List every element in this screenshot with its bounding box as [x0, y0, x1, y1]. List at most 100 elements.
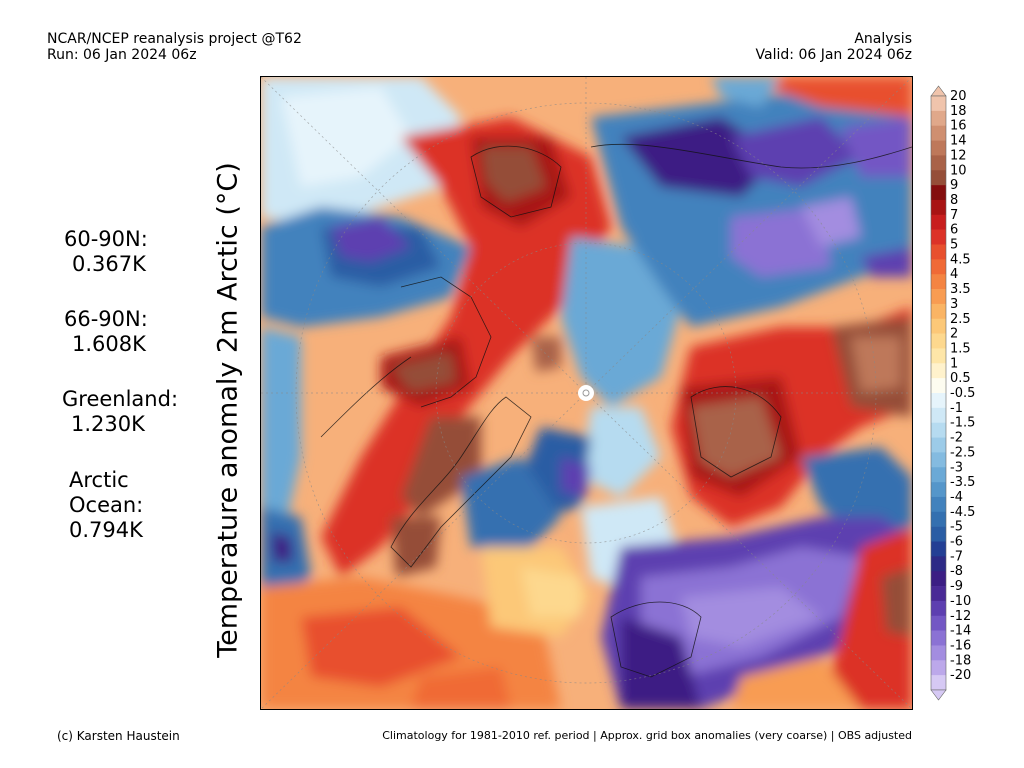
colorbar-swatch: [931, 437, 946, 453]
colorbar-swatch: [931, 244, 946, 260]
colorbar-label: 0.5: [950, 371, 971, 386]
colorbar-label: 1.5: [950, 341, 971, 356]
colorbar-swatch: [931, 586, 946, 602]
colorbar-label: -14: [950, 624, 971, 639]
colorbar-swatch: [931, 452, 946, 468]
anomaly-map-svg: [261, 77, 912, 709]
colorbar: 201816141210987654.543.532.521.510.5-0.5…: [930, 85, 975, 701]
colorbar-label: -3.5: [950, 475, 975, 490]
colorbar-label: -4.5: [950, 505, 975, 520]
colorbar-label: -9: [950, 579, 963, 594]
colorbar-top-arrow: [930, 85, 947, 97]
colorbar-label: -8: [950, 564, 963, 579]
colorbar-label: -18: [950, 653, 971, 668]
colorbar-label: 16: [950, 119, 967, 134]
colorbar-label: 1: [950, 356, 958, 371]
colorbar-swatch: [931, 393, 946, 409]
colorbar-swatch: [931, 422, 946, 438]
coastlines: [320, 143, 912, 678]
colorbar-swatch: [931, 378, 946, 394]
vertical-title: Temperature anomaly 2m Arctic (°C): [212, 162, 244, 658]
pole-marker: [578, 385, 594, 401]
colorbar-swatch: [931, 155, 946, 171]
graticule: [261, 77, 912, 709]
colorbar-swatch: [931, 511, 946, 527]
colorbar-label: -2: [950, 431, 963, 446]
colorbar-label: 4: [950, 267, 958, 282]
colorbar-label: 10: [950, 163, 967, 178]
colorbar-swatch: [931, 526, 946, 542]
colorbar-swatch: [931, 645, 946, 661]
header-right: Analysis Valid: 06 Jan 2024 06z: [756, 31, 912, 63]
colorbar-label: -1.5: [950, 416, 975, 431]
colorbar-label: 4.5: [950, 252, 971, 267]
colorbar-label: 14: [950, 134, 967, 149]
colorbar-label: -16: [950, 638, 971, 653]
model-title: NCAR/NCEP reanalysis project @T62: [47, 31, 302, 47]
stat-label: Ocean:: [69, 493, 144, 517]
colorbar-label: -1: [950, 401, 963, 416]
valid-time: Valid: 06 Jan 2024 06z: [755, 47, 912, 63]
stat-label: Greenland:: [62, 387, 179, 411]
stat-arctic-ocean: Arctic Ocean: 0.794K: [69, 468, 143, 543]
colorbar-label: 2.5: [950, 312, 971, 327]
colorbar-bottom-arrow: [930, 689, 947, 701]
colorbar-label: 12: [950, 148, 967, 163]
colorbar-label: -6: [950, 535, 963, 550]
colorbar-swatch: [931, 615, 946, 631]
colorbar-label: 9: [950, 178, 958, 193]
stat-label: 66-90N:: [64, 307, 148, 331]
colorbar-swatch: [931, 318, 946, 334]
stat-label: 60-90N:: [64, 227, 148, 251]
colorbar-label: 18: [950, 104, 967, 119]
stat-value: 0.794K: [69, 518, 143, 542]
colorbar-swatch: [931, 600, 946, 617]
stat-label: Arctic: [69, 468, 129, 492]
colorbar-swatch: [931, 407, 946, 423]
colorbar-label: -10: [950, 594, 971, 609]
stat-value: 0.367K: [72, 252, 146, 276]
anomaly-map: [260, 76, 913, 710]
stat-value: 1.608K: [72, 332, 146, 356]
colorbar-swatch: [931, 229, 946, 245]
colorbar-label: -5: [950, 520, 963, 535]
colorbar-label: -7: [950, 549, 963, 564]
colorbar-label: 5: [950, 238, 958, 253]
colorbar-swatch: [931, 214, 946, 230]
colorbar-swatch: [931, 496, 946, 513]
colorbar-swatch: [931, 630, 946, 646]
colorbar-swatch: [931, 170, 946, 186]
colorbar-swatch: [931, 660, 946, 676]
colorbar-swatch: [931, 482, 946, 498]
colorbar-swatch: [931, 289, 946, 305]
colorbar-swatch: [931, 541, 946, 557]
copyright: (c) Karsten Haustein: [57, 729, 180, 743]
colorbar-swatch: [931, 333, 946, 349]
colorbar-label: -20: [950, 668, 971, 683]
stat-value: 1.230K: [71, 412, 145, 436]
colorbar-label: 6: [950, 223, 958, 238]
colorbar-label: 20: [950, 89, 967, 104]
colorbar-swatch: [931, 467, 946, 483]
colorbar-label: 7: [950, 208, 958, 223]
colorbar-swatch: [931, 363, 946, 379]
stat-60-90n: 60-90N: 0.367K: [64, 227, 148, 277]
colorbar-swatch: [931, 556, 946, 572]
stat-66-90n: 66-90N: 1.608K: [64, 307, 148, 357]
colorbar-label: -3: [950, 460, 963, 475]
colorbar-label: 8: [950, 193, 958, 208]
colorbar-swatch: [931, 140, 946, 156]
colorbar-swatch: [931, 274, 946, 290]
header-left: NCAR/NCEP reanalysis project @T62 Run: 0…: [47, 31, 302, 63]
colorbar-swatch: [931, 110, 946, 126]
colorbar-label: -2.5: [950, 445, 975, 460]
colorbar-swatch: [931, 259, 946, 275]
run-time: Run: 06 Jan 2024 06z: [47, 47, 197, 63]
colorbar-swatch: [931, 96, 946, 112]
anomaly-field: [261, 77, 912, 709]
colorbar-swatch: [931, 199, 946, 216]
colorbar-swatch: [931, 303, 946, 320]
colorbar-swatch: [931, 125, 946, 141]
colorbar-label: 2: [950, 327, 958, 342]
colorbar-swatch: [931, 348, 946, 364]
